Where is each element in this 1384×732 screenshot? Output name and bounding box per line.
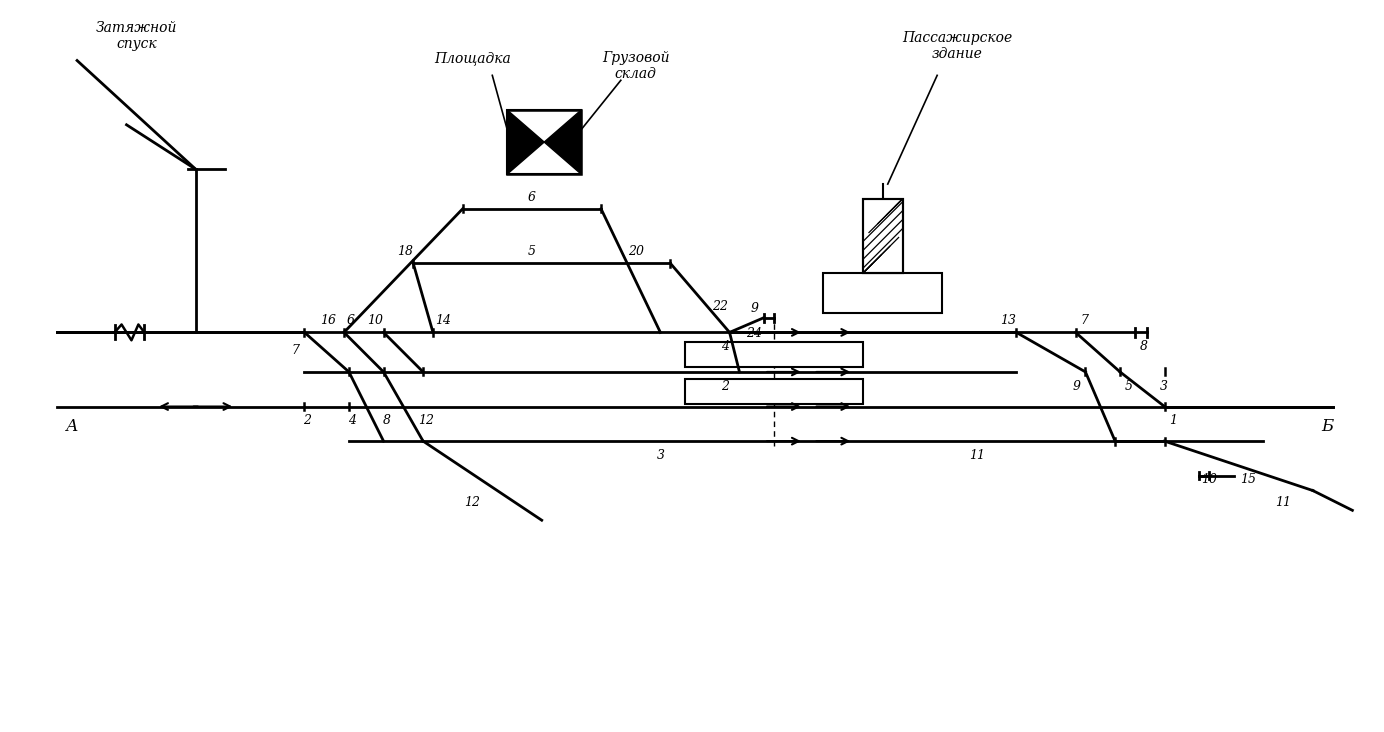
Text: 15: 15 bbox=[1240, 473, 1257, 486]
Text: Пассажирское
здание: Пассажирское здание bbox=[902, 31, 1012, 61]
Text: 13: 13 bbox=[1001, 315, 1016, 327]
Text: 8: 8 bbox=[382, 414, 390, 427]
Text: Площадка: Площадка bbox=[435, 51, 511, 64]
Text: 4: 4 bbox=[721, 340, 728, 354]
Text: 22: 22 bbox=[711, 299, 728, 313]
Text: 3: 3 bbox=[656, 449, 664, 462]
Bar bbox=[685, 343, 864, 367]
Text: 5: 5 bbox=[1125, 380, 1133, 393]
Bar bbox=[507, 110, 581, 174]
Text: 2: 2 bbox=[721, 380, 728, 393]
Bar bbox=[685, 379, 864, 403]
Text: 4: 4 bbox=[347, 414, 356, 427]
Text: 9: 9 bbox=[1073, 380, 1081, 393]
Text: 20: 20 bbox=[628, 245, 644, 258]
Text: 2: 2 bbox=[303, 414, 311, 427]
Text: 11: 11 bbox=[969, 449, 985, 462]
Text: 10: 10 bbox=[368, 315, 383, 327]
Polygon shape bbox=[544, 110, 581, 174]
Text: 18: 18 bbox=[397, 245, 414, 258]
Text: Б: Б bbox=[1322, 419, 1334, 436]
Text: Затяжной
спуск: Затяжной спуск bbox=[95, 21, 177, 51]
Bar bbox=[507, 110, 581, 174]
Text: 1: 1 bbox=[1169, 414, 1178, 427]
Text: Грузовой
склад: Грузовой склад bbox=[602, 51, 670, 81]
Text: 10: 10 bbox=[1201, 473, 1217, 486]
Bar bbox=[864, 199, 902, 273]
Text: А: А bbox=[66, 419, 79, 436]
Text: 7: 7 bbox=[292, 344, 299, 357]
Text: 6: 6 bbox=[527, 191, 536, 204]
Text: 16: 16 bbox=[320, 315, 336, 327]
Text: 11: 11 bbox=[1275, 496, 1291, 509]
Bar bbox=[823, 273, 943, 313]
Text: 8: 8 bbox=[1140, 340, 1147, 354]
Text: 24: 24 bbox=[746, 327, 763, 340]
Text: 12: 12 bbox=[465, 496, 480, 509]
Text: 12: 12 bbox=[418, 414, 435, 427]
Text: 14: 14 bbox=[435, 315, 451, 327]
Bar bbox=[864, 199, 902, 273]
Text: 5: 5 bbox=[527, 245, 536, 258]
Text: 6: 6 bbox=[347, 315, 354, 327]
Text: 3: 3 bbox=[1160, 380, 1168, 393]
Text: 7: 7 bbox=[1081, 315, 1089, 327]
Polygon shape bbox=[507, 110, 544, 174]
Text: 9: 9 bbox=[750, 302, 758, 315]
